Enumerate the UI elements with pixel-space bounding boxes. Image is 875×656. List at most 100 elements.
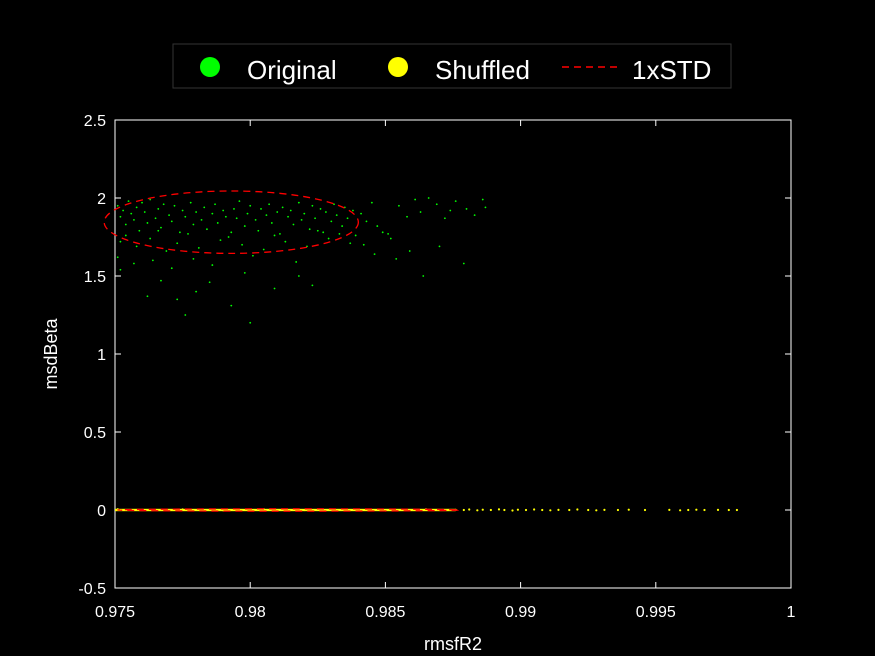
x-axis-label: rmsfR2 — [424, 634, 482, 654]
point-original — [116, 256, 119, 259]
point-original — [127, 200, 130, 203]
point-original — [119, 215, 122, 218]
x-tick-label: 0.99 — [505, 604, 536, 621]
point-original — [300, 218, 303, 221]
point-original — [465, 208, 468, 210]
point-original — [224, 215, 227, 218]
point-original — [311, 284, 314, 287]
point-shuffled — [181, 508, 184, 511]
series-original — [116, 197, 487, 324]
point-original — [222, 209, 225, 212]
point-original — [246, 212, 249, 215]
point-original — [327, 237, 330, 240]
x-tick-label: 0.975 — [95, 604, 135, 621]
std-ellipses — [103, 190, 460, 512]
point-shuffled — [511, 509, 514, 512]
point-original — [338, 232, 341, 235]
series-shuffled — [115, 508, 739, 512]
point-original — [160, 226, 162, 229]
legend-original-marker — [200, 57, 220, 77]
point-original — [227, 236, 230, 238]
point-original — [279, 232, 281, 235]
point-original — [287, 215, 289, 218]
point-original — [308, 228, 311, 231]
point-shuffled — [603, 508, 606, 511]
point-original — [219, 239, 222, 242]
point-original — [252, 254, 254, 257]
point-original — [325, 211, 327, 213]
point-original — [184, 314, 187, 316]
std-ellipse-original — [103, 190, 360, 255]
point-original — [454, 200, 457, 203]
point-original — [335, 214, 338, 217]
point-original — [195, 211, 198, 213]
y-tick-label: 2 — [97, 191, 106, 208]
point-original — [243, 271, 246, 274]
y-axis-label: msdBeta — [41, 318, 61, 390]
point-original — [438, 245, 441, 248]
point-shuffled — [516, 508, 519, 511]
point-original — [303, 212, 306, 215]
point-original — [341, 225, 344, 227]
point-shuffled — [524, 508, 528, 512]
point-original — [211, 264, 214, 266]
point-original — [192, 223, 195, 226]
point-original — [284, 240, 287, 243]
point-original — [170, 267, 173, 270]
point-original — [151, 259, 154, 262]
point-original — [146, 295, 149, 298]
x-tick-label: 0.995 — [636, 604, 676, 621]
point-shuffled — [533, 508, 536, 511]
point-original — [206, 228, 208, 231]
point-original — [333, 203, 335, 206]
point-original — [149, 198, 152, 201]
point-shuffled — [468, 508, 471, 511]
y-axis: -0.5 0 0.5 1 1.5 2 2.5 — [78, 113, 791, 598]
point-original — [119, 240, 122, 243]
point-original — [297, 275, 300, 277]
point-original — [270, 222, 273, 224]
point-original — [427, 197, 430, 199]
point-original — [119, 268, 122, 271]
point-original — [173, 204, 176, 207]
point-original — [184, 215, 187, 218]
point-original — [257, 229, 260, 232]
point-original — [314, 217, 316, 220]
point-original — [143, 211, 146, 213]
point-original — [449, 209, 452, 212]
point-original — [265, 214, 268, 217]
point-shuffled — [557, 508, 560, 511]
point-original — [422, 275, 425, 277]
x-axis: 0.975 0.98 0.985 0.99 0.995 1 — [95, 120, 796, 621]
point-original — [162, 203, 165, 206]
point-shuffled — [587, 508, 590, 512]
point-original — [295, 261, 298, 263]
point-shuffled — [643, 508, 647, 512]
point-original — [146, 222, 149, 224]
point-original — [373, 253, 376, 256]
point-original — [249, 204, 252, 207]
point-shuffled — [503, 508, 506, 512]
y-tick-label: -0.5 — [78, 581, 106, 598]
point-shuffled — [703, 508, 706, 512]
point-original — [195, 290, 198, 293]
point-original — [395, 257, 398, 260]
point-shuffled — [595, 509, 598, 512]
point-original — [233, 208, 235, 210]
legend-box — [172, 43, 732, 89]
point-original — [292, 223, 295, 226]
point-original — [273, 287, 276, 290]
std-ellipse-shuffled — [117, 508, 460, 512]
point-original — [149, 237, 152, 240]
point-original — [165, 250, 168, 252]
point-original — [322, 231, 325, 234]
point-original — [360, 212, 362, 215]
legend-shuffled-marker — [388, 57, 408, 77]
y-tick-label: 2.5 — [84, 113, 106, 130]
point-shuffled — [679, 509, 682, 512]
point-original — [230, 231, 233, 234]
point-original — [311, 204, 314, 207]
point-original — [484, 206, 487, 209]
point-original — [122, 209, 125, 212]
point-original — [243, 225, 246, 227]
